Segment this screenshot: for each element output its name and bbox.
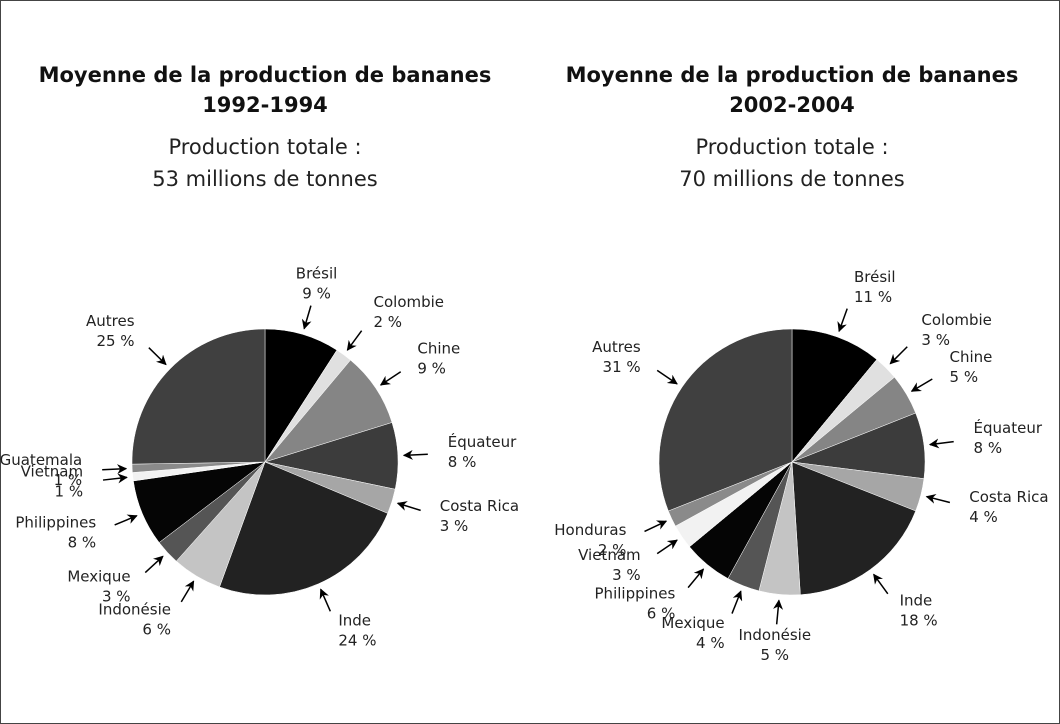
pie-slice	[658, 328, 793, 512]
label-arrow	[773, 599, 784, 625]
label-arrow	[144, 555, 164, 574]
chart-subtitle: Production totale :	[695, 135, 888, 159]
pie-slice	[131, 328, 266, 465]
label-arrow	[889, 346, 908, 365]
slice-label: Indonésie	[98, 601, 171, 619]
slice-value-label: 6 %	[142, 621, 171, 639]
slice-label: Brésil	[296, 264, 338, 282]
slice-value-label: 31 %	[603, 358, 641, 376]
label-arrow	[731, 590, 743, 614]
label-arrow	[396, 501, 421, 512]
slice-label: Mexique	[661, 614, 724, 632]
slice-value-label: 18 %	[900, 612, 938, 630]
slice-value-label: 4 %	[696, 634, 725, 652]
slice-label: Équateur	[448, 432, 517, 451]
slice-label: Philippines	[595, 585, 676, 603]
slice-value-label: 2 %	[374, 313, 403, 331]
slice-label: Philippines	[15, 513, 96, 531]
chart-period: 2002-2004	[729, 93, 855, 117]
pie-slice	[791, 461, 916, 596]
label-arrow	[102, 473, 128, 484]
slice-label: Brésil	[854, 268, 896, 286]
label-arrow	[687, 568, 705, 589]
slice-label: Vietnam	[21, 463, 84, 481]
slice-value-label: 9 %	[417, 360, 446, 378]
slice-value-label: 3 %	[102, 588, 131, 606]
slice-value-label: 5 %	[950, 368, 979, 386]
slice-value-label: 3 %	[440, 517, 469, 535]
chart-total: 70 millions de tonnes	[679, 167, 904, 191]
slice-value-label: 8 %	[974, 439, 1003, 457]
label-arrow	[928, 438, 954, 449]
slice-label: Indonésie	[738, 626, 811, 644]
label-arrow	[873, 573, 889, 595]
slice-label: Costa Rica	[440, 497, 519, 515]
label-arrow	[148, 347, 167, 366]
slice-value-label: 1 %	[54, 471, 83, 489]
pie-slice	[791, 328, 878, 463]
slice-label: Colombie	[374, 293, 445, 311]
label-arrow	[301, 305, 312, 330]
slice-value-label: 1 %	[55, 483, 84, 501]
slice-value-label: 5 %	[760, 646, 789, 664]
slice-label: Costa Rica	[969, 488, 1048, 506]
chart-period: 1992-1994	[202, 93, 328, 117]
slice-label: Chine	[950, 348, 993, 366]
slice-value-label: 9 %	[302, 284, 331, 302]
slice-label: Inde	[900, 592, 933, 610]
label-arrow	[656, 539, 678, 555]
slice-label: Guatemala	[0, 451, 82, 469]
label-arrow	[925, 493, 951, 504]
slice-value-label: 3 %	[921, 331, 950, 349]
chart-title: Moyenne de la production de bananes	[566, 63, 1019, 87]
label-arrow	[402, 449, 428, 460]
chart-subtitle: Production totale :	[168, 135, 361, 159]
slice-value-label: 6 %	[647, 605, 676, 623]
slice-value-label: 8 %	[448, 453, 477, 471]
label-arrow	[346, 330, 363, 351]
chart-title: Moyenne de la production de bananes	[39, 63, 492, 87]
label-arrow	[379, 371, 402, 386]
slice-label: Inde	[338, 611, 371, 629]
slice-label: Autres	[86, 312, 135, 330]
label-arrow	[656, 369, 678, 385]
slice-value-label: 8 %	[68, 533, 97, 551]
slice-label: Équateur	[974, 418, 1043, 437]
label-arrow	[319, 588, 332, 612]
slice-value-label: 24 %	[338, 631, 376, 649]
slice-value-label: 2 %	[598, 541, 627, 559]
slice-label: Honduras	[554, 521, 626, 539]
label-arrow	[837, 308, 848, 333]
label-arrow	[114, 514, 138, 526]
slice-label: Autres	[592, 338, 641, 356]
slice-value-label: 11 %	[854, 288, 892, 306]
slice-label: Mexique	[67, 568, 130, 586]
slice-value-label: 4 %	[969, 508, 998, 526]
slice-value-label: 25 %	[96, 332, 134, 350]
label-arrow	[102, 464, 128, 475]
slice-label: Vietnam	[578, 546, 641, 564]
slice-label: Colombie	[921, 311, 992, 329]
chart-total: 53 millions de tonnes	[152, 167, 377, 191]
label-arrow	[910, 378, 933, 392]
slice-label: Chine	[417, 340, 460, 358]
pie-slice	[219, 461, 389, 596]
slice-value-label: 3 %	[612, 566, 641, 584]
label-arrow	[644, 520, 668, 533]
label-arrow	[180, 580, 195, 603]
